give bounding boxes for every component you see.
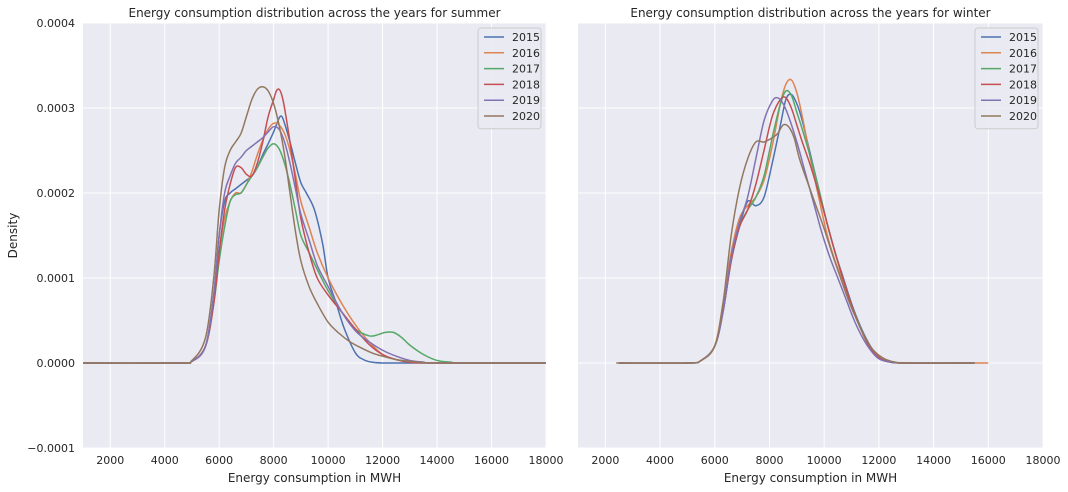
summer-subplot: 2000 4000 6000 8000 10000 12000 14000 16000 1800… — [6, 6, 564, 485]
winter-legend-label-2017: 2017 — [1009, 63, 1037, 76]
summer-y-tick-label: −0.0001 — [27, 442, 75, 455]
winter-legend: 2015 2016 2017 2018 2019 2020 — [974, 27, 1039, 130]
summer-legend: 2015 2016 2017 2018 2019 2020 — [477, 27, 542, 130]
winter-legend-label-2018: 2018 — [1009, 78, 1037, 91]
winter-x-tick-label: 6000 — [701, 454, 729, 467]
summer-series-2017-line — [83, 142, 546, 364]
summer-y-tick-label: 0.0003 — [37, 102, 76, 115]
winter-series-2019-line — [619, 96, 975, 364]
summer-y-tick-label: 0.0000 — [37, 357, 76, 370]
summer-x-tick-label: 14000 — [420, 454, 455, 467]
winter-x-tick-label: 10000 — [807, 454, 842, 467]
summer-x-tick-label: 10000 — [311, 454, 346, 467]
winter-x-axis-label: Energy consumption in MWH — [724, 471, 897, 485]
summer-legend-label-2015: 2015 — [512, 31, 540, 44]
summer-plot-area — [83, 23, 546, 448]
winter-x-tick-label: 2000 — [591, 454, 619, 467]
summer-legend-label-2018: 2018 — [512, 78, 540, 91]
summer-series-2020-line — [83, 85, 546, 364]
summer-x-tick-label: 4000 — [151, 454, 179, 467]
winter-chart-title: Energy consumption distribution across t… — [630, 6, 990, 20]
winter-x-tick-label: 12000 — [861, 454, 896, 467]
winter-x-tick-label: 14000 — [916, 454, 951, 467]
summer-y-tick-label: 0.0002 — [37, 187, 76, 200]
winter-subplot: 2000 4000 6000 8000 10000 12000 14000 16000 1800… — [578, 6, 1061, 485]
winter-x-tick-label: 18000 — [1026, 454, 1061, 467]
summer-x-tick-label: 18000 — [529, 454, 564, 467]
summer-legend-label-2020: 2020 — [512, 110, 540, 123]
summer-series-2018-line — [83, 88, 546, 364]
winter-x-tick-label: 4000 — [646, 454, 674, 467]
winter-plot-area — [578, 23, 1043, 448]
winter-legend-label-2016: 2016 — [1009, 47, 1037, 60]
winter-legend-label-2019: 2019 — [1009, 94, 1037, 107]
summer-x-tick-label: 2000 — [96, 454, 124, 467]
winter-legend-label-2020: 2020 — [1009, 110, 1037, 123]
summer-x-tick-label: 8000 — [260, 454, 288, 467]
summer-y-axis-label: Density — [6, 213, 20, 259]
summer-x-tick-label: 12000 — [365, 454, 400, 467]
winter-x-tick-label: 8000 — [755, 454, 783, 467]
summer-series-2015-line — [83, 115, 546, 364]
summer-legend-label-2017: 2017 — [512, 63, 540, 76]
summer-series-2019-line — [83, 125, 546, 364]
summer-chart-title: Energy consumption distribution across t… — [128, 6, 500, 20]
summer-x-tick-label: 6000 — [205, 454, 233, 467]
winter-legend-label-2015: 2015 — [1009, 31, 1037, 44]
summer-x-axis-label: Energy consumption in MWH — [228, 471, 401, 485]
summer-x-tick-label: 16000 — [474, 454, 509, 467]
winter-series-2020-line — [616, 123, 975, 364]
summer-legend-label-2019: 2019 — [512, 94, 540, 107]
summer-legend-label-2016: 2016 — [512, 47, 540, 60]
summer-y-tick-label: 0.0004 — [37, 17, 76, 30]
winter-x-tick-label: 16000 — [971, 454, 1006, 467]
summer-y-tick-label: 0.0001 — [37, 272, 76, 285]
